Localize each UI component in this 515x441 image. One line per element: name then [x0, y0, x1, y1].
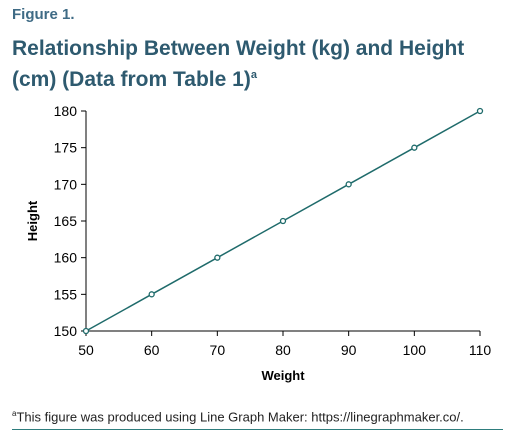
y-tick-label: 165	[54, 213, 78, 229]
data-point	[279, 217, 287, 225]
y-ticks: 150 155 160 165 170 175 180	[54, 103, 86, 339]
data-point	[82, 327, 90, 335]
footnote-rule	[12, 429, 503, 430]
x-tick-label: 100	[403, 342, 427, 358]
figure-title-text: Relationship Between Weight (kg) and Hei…	[12, 37, 465, 91]
y-tick-label: 160	[54, 250, 78, 266]
footnote-text: This figure was produced using Line Grap…	[16, 409, 464, 425]
title-footnote-marker: a	[250, 69, 257, 81]
y-tick-label: 150	[54, 323, 78, 339]
data-point	[345, 181, 352, 188]
y-tick-label: 170	[54, 176, 78, 192]
x-tick-label: 90	[341, 342, 357, 358]
figure-label: Figure 1.	[12, 6, 75, 23]
y-axis-label: Height	[25, 200, 40, 241]
x-tick-label: 80	[275, 342, 291, 358]
y-tick-label: 155	[54, 286, 78, 302]
x-axis-label: Weight	[261, 368, 305, 383]
x-tick-label: 70	[210, 342, 226, 358]
series-group	[82, 107, 484, 335]
x-tick-label: 110	[469, 342, 492, 358]
y-tick-label: 175	[54, 140, 78, 156]
y-tick-label: 180	[54, 103, 78, 119]
footnote-marker: a	[12, 409, 17, 418]
x-tick-label: 50	[78, 342, 94, 358]
footnote: aThis figure was produced using Line Gra…	[12, 409, 464, 424]
data-point	[411, 144, 418, 151]
figure-title: Relationship Between Weight (kg) and Hei…	[12, 36, 507, 93]
data-point	[148, 291, 155, 298]
data-point	[214, 254, 221, 261]
x-ticks: 50 60 70 80 90 100 110	[78, 331, 491, 358]
x-tick-label: 60	[144, 342, 160, 358]
data-point	[476, 107, 484, 115]
line-chart: 150 155 160 165 170 175 180 50 60 70 80 90 100 110 H…	[25, 103, 491, 383]
